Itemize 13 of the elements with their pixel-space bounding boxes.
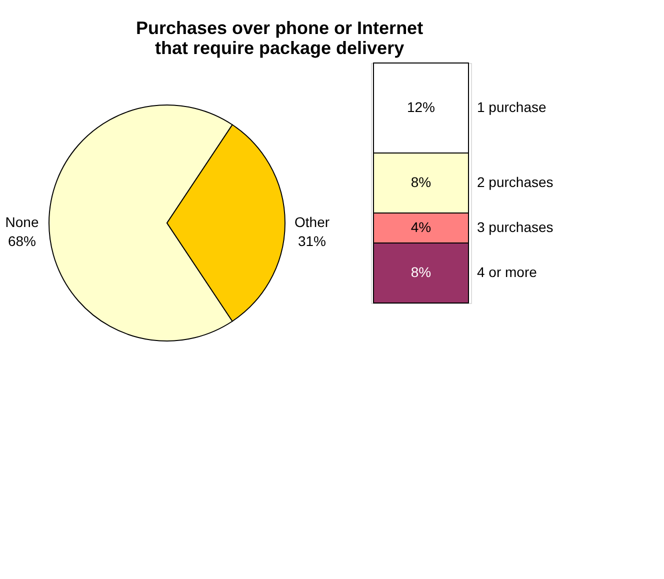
series-label: 3 purchases xyxy=(477,219,554,235)
data-label: 12% xyxy=(406,99,436,115)
chart-title: Purchases over phone or Internet that require package delivery xyxy=(136,18,424,58)
slice-label: None xyxy=(5,214,39,230)
data-label: 8% xyxy=(410,174,432,190)
data-label: 8% xyxy=(410,264,432,280)
slice-label: Other xyxy=(294,214,330,230)
data-label: 68% xyxy=(8,233,36,250)
series-label: 4 or more xyxy=(477,264,538,280)
data-label: 4% xyxy=(410,219,432,235)
data-label: 31% xyxy=(298,232,326,249)
series-label: 1 purchase xyxy=(477,99,546,115)
series-label: 2 purchases xyxy=(477,174,554,190)
